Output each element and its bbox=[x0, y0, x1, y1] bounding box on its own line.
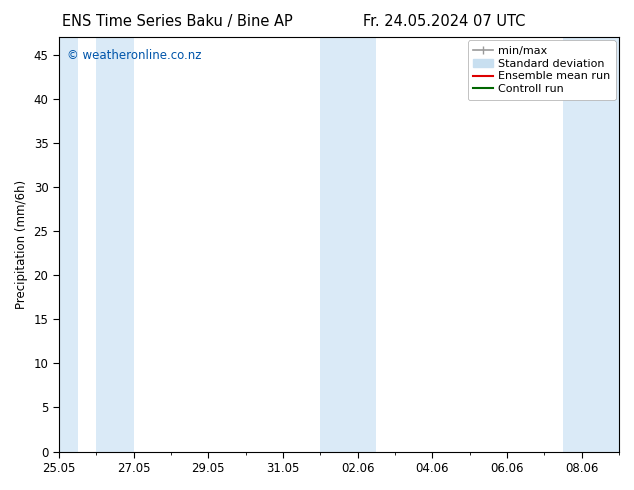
Bar bbox=[96, 37, 134, 452]
Text: ENS Time Series Baku / Bine AP: ENS Time Series Baku / Bine AP bbox=[62, 14, 293, 29]
Legend: min/max, Standard deviation, Ensemble mean run, Controll run: min/max, Standard deviation, Ensemble me… bbox=[468, 40, 616, 100]
Bar bbox=[59, 37, 77, 452]
Text: © weatheronline.co.nz: © weatheronline.co.nz bbox=[67, 49, 202, 63]
Text: Fr. 24.05.2024 07 UTC: Fr. 24.05.2024 07 UTC bbox=[363, 14, 525, 29]
Y-axis label: Precipitation (mm/6h): Precipitation (mm/6h) bbox=[15, 180, 28, 309]
Bar bbox=[563, 37, 619, 452]
Bar bbox=[320, 37, 376, 452]
